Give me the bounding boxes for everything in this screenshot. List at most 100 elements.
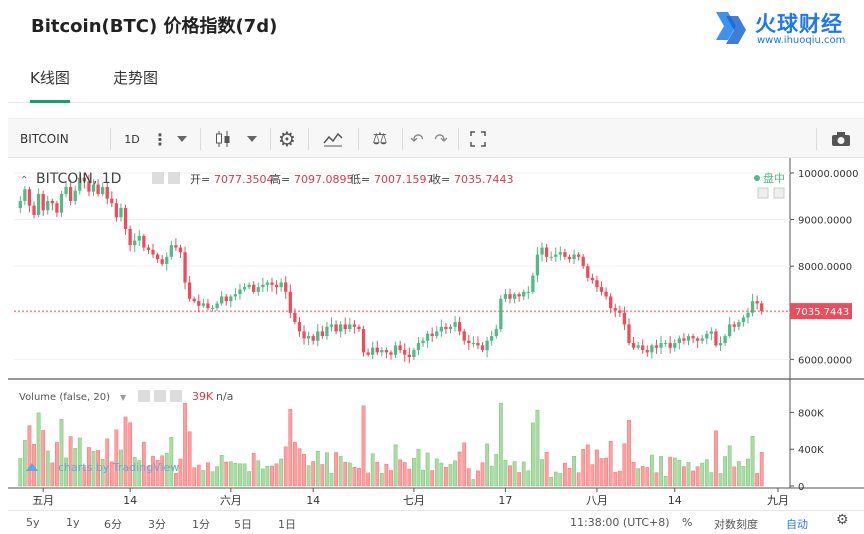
volume-bar [91, 451, 96, 487]
volume-bar [302, 453, 306, 487]
dropdown-icon[interactable] [242, 127, 262, 151]
price-axis: 10000.00009000.00008000.00007000.0000600… [790, 169, 858, 493]
volume-bar [114, 429, 119, 487]
tab-kline[interactable]: K线图 [30, 67, 70, 103]
candle [366, 352, 370, 355]
candle [407, 354, 411, 358]
symbol-search[interactable]: BITCOIN [20, 132, 69, 146]
tab-trend[interactable]: 走势图 [113, 69, 159, 87]
percent-toggle[interactable]: % [682, 516, 693, 529]
volume-bar [595, 449, 599, 487]
tradingview-watermark[interactable]: charts by TradingView [26, 461, 179, 474]
price-tick-label: 8000.0000 [798, 262, 852, 273]
volume-bar [480, 462, 485, 487]
redo-icon[interactable]: ↷ [434, 129, 448, 149]
last-price-badge [790, 303, 852, 320]
candle [306, 336, 311, 339]
candle [27, 189, 32, 206]
volume-bar [338, 456, 343, 487]
volume-bar [375, 461, 380, 487]
candle [563, 252, 567, 257]
volume-bar [421, 469, 425, 487]
volume-bar [100, 459, 105, 487]
candle [64, 186, 68, 194]
volume-bar [494, 454, 499, 487]
range-5y[interactable]: 5y [26, 516, 40, 529]
more-icon[interactable]: ⋮ [152, 129, 168, 149]
candle [458, 322, 462, 332]
candle [471, 343, 476, 345]
range-6[interactable]: 6分 [104, 518, 122, 531]
compare-icon[interactable]: ⚖ [372, 129, 388, 149]
chart-area[interactable]: 10000.00009000.00008000.00007000.0000600… [8, 158, 864, 510]
arrow-icon[interactable] [773, 187, 785, 199]
volume-bar [590, 464, 595, 487]
volume-bar [736, 461, 741, 487]
volume-bar [544, 451, 549, 487]
candles-icon[interactable] [210, 127, 236, 151]
range-1[interactable]: 1分 [192, 518, 210, 531]
auto-toggle[interactable]: 自动 [786, 518, 808, 531]
arrow-icon[interactable] [757, 187, 769, 199]
candle [155, 254, 160, 260]
volume-bar [260, 468, 265, 487]
eye-icon[interactable] [138, 390, 150, 402]
candle [274, 284, 279, 288]
candle [700, 338, 704, 341]
fullscreen-icon[interactable] [466, 127, 490, 151]
indicators-icon[interactable] [318, 127, 348, 151]
volume-bar [398, 459, 403, 487]
candle [522, 291, 526, 297]
candle [430, 333, 434, 337]
candle [604, 291, 608, 297]
gear-icon[interactable]: ⚙ [278, 127, 296, 151]
close-icon[interactable] [170, 390, 182, 402]
candle [55, 203, 59, 213]
volume-bar [224, 461, 229, 487]
candle [663, 343, 668, 345]
range-1d[interactable]: 1日 [278, 518, 296, 531]
candle [508, 294, 512, 299]
volume-bar [22, 440, 27, 487]
candle [627, 324, 631, 344]
candle [206, 303, 210, 309]
volume-bar [238, 463, 242, 487]
range-3[interactable]: 3分 [148, 518, 166, 531]
range-5d[interactable]: 5日 [234, 518, 252, 531]
undo-icon[interactable]: ↶ [410, 129, 424, 149]
candle [357, 326, 361, 330]
volume-bar [151, 455, 155, 487]
volume-bar [448, 464, 453, 487]
volume-bar [251, 452, 256, 487]
candle [82, 177, 87, 182]
price-chart[interactable]: 10000.00009000.00008000.00007000.0000600… [8, 158, 864, 510]
candle [32, 205, 36, 215]
volume-bar [434, 458, 439, 487]
volume-bar [18, 458, 23, 487]
log-toggle[interactable]: 对数刻度 [714, 518, 758, 531]
volume-bar [471, 479, 476, 487]
settings-icon[interactable] [168, 172, 180, 184]
candle [673, 343, 677, 348]
volume-bar [727, 445, 732, 487]
range-1y[interactable]: 1y [66, 516, 80, 529]
volume-bar [292, 441, 297, 487]
status-dot [754, 175, 760, 181]
camera-icon[interactable] [826, 127, 856, 151]
candle [297, 322, 302, 332]
gear-icon[interactable]: ⚙ [836, 512, 849, 528]
candle [750, 301, 755, 313]
volume-bar [553, 471, 558, 487]
volume-bar [233, 463, 238, 487]
candle [284, 282, 288, 292]
volume-bar [732, 466, 737, 487]
time-tick-label: 17 [498, 494, 512, 507]
volume-bar [659, 456, 663, 487]
volume-bar [704, 459, 709, 487]
eye-icon[interactable] [152, 172, 164, 184]
candle [247, 284, 251, 288]
dropdown-icon[interactable] [172, 127, 192, 151]
settings-icon[interactable] [154, 390, 166, 402]
svg-text:7007.1597: 7007.1597 [374, 173, 434, 186]
interval-button[interactable]: 1D [124, 132, 140, 146]
